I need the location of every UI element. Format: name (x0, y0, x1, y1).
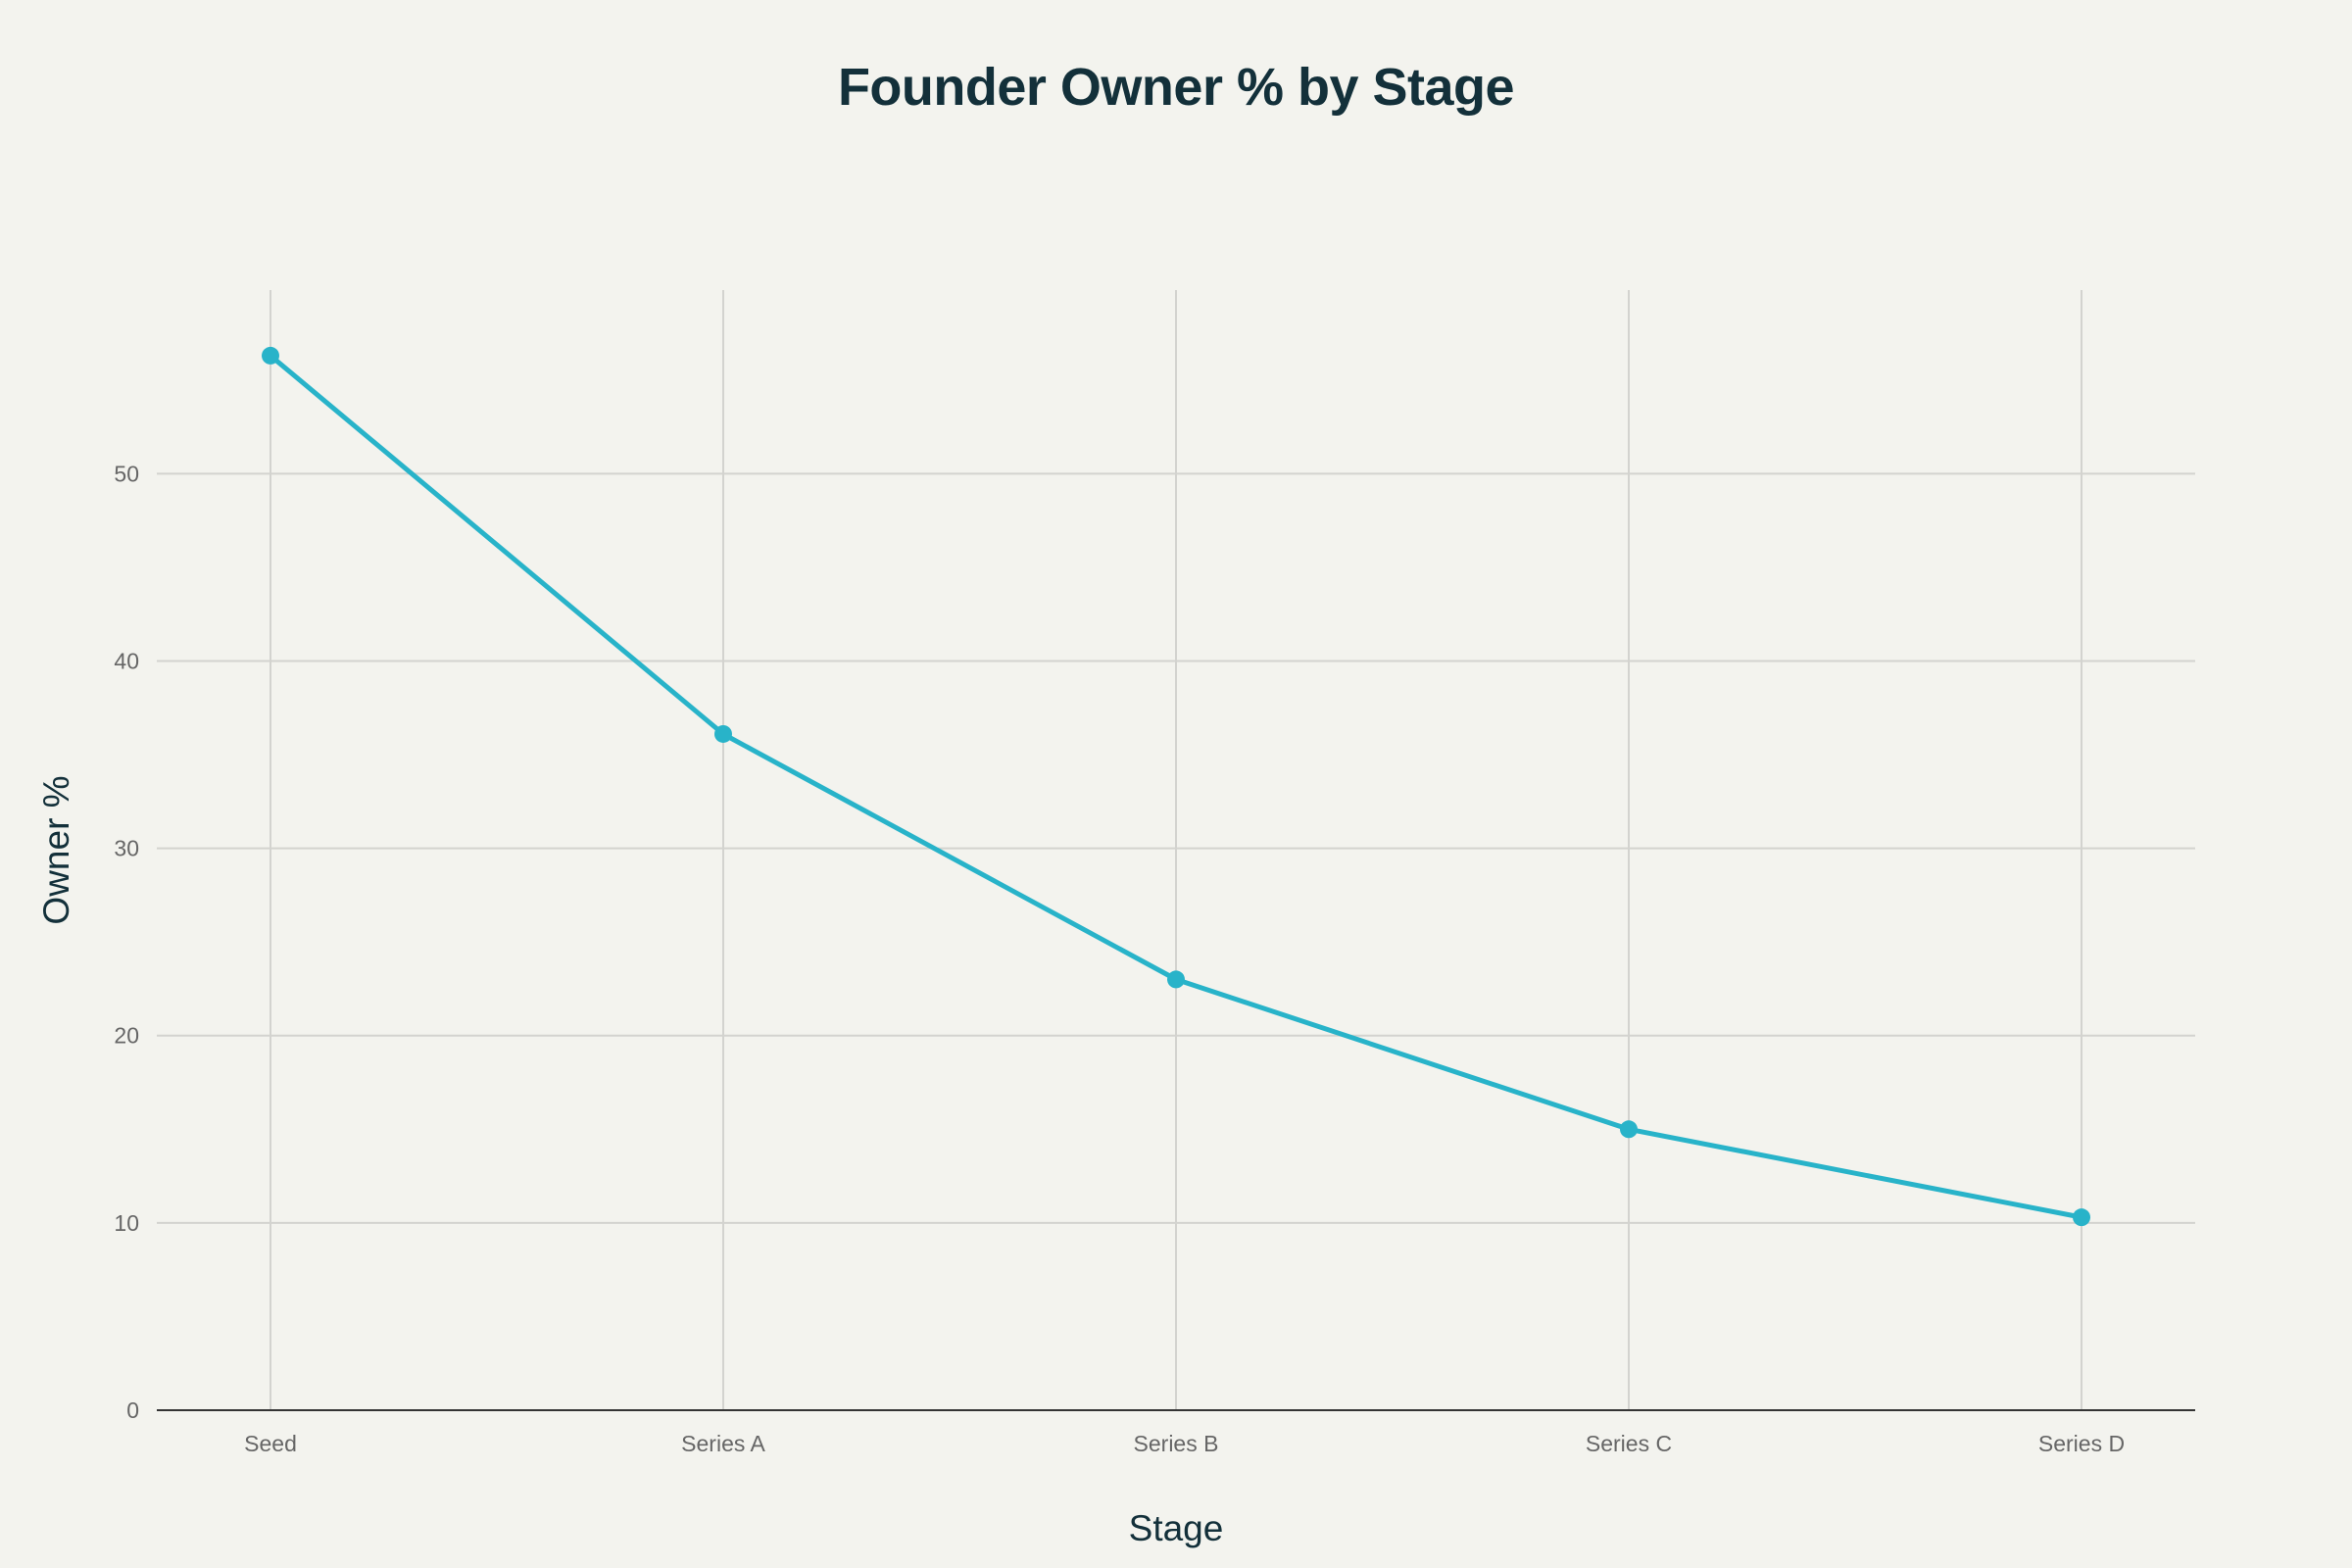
series (262, 346, 2090, 1227)
y-tick-label: 10 (114, 1210, 139, 1236)
y-tick-label: 0 (126, 1397, 139, 1423)
axes: 0 10 20 30 40 50 Seed Series A Series B Series C S… (114, 461, 2195, 1456)
y-axis-title: Owner % (36, 775, 76, 924)
x-axis-title: Stage (1129, 1508, 1224, 1548)
x-tick-label: Series D (2038, 1431, 2125, 1456)
grid (157, 290, 2195, 1410)
y-tick-label: 40 (114, 648, 139, 673)
chart-title: Founder Owner % by Stage (837, 58, 1515, 117)
x-tick-label: Series C (1586, 1431, 1672, 1456)
data-point (1167, 970, 1185, 989)
data-point (1620, 1120, 1638, 1139)
data-point (2073, 1208, 2090, 1227)
data-point (714, 724, 732, 743)
y-tick-label: 20 (114, 1023, 139, 1049)
data-point (262, 346, 279, 365)
y-tick-label: 50 (114, 461, 139, 486)
y-tick-label: 30 (114, 836, 139, 861)
x-tick-label: Seed (244, 1431, 297, 1456)
x-tick-label: Series A (681, 1431, 765, 1456)
x-tick-label: Series B (1134, 1431, 1219, 1456)
